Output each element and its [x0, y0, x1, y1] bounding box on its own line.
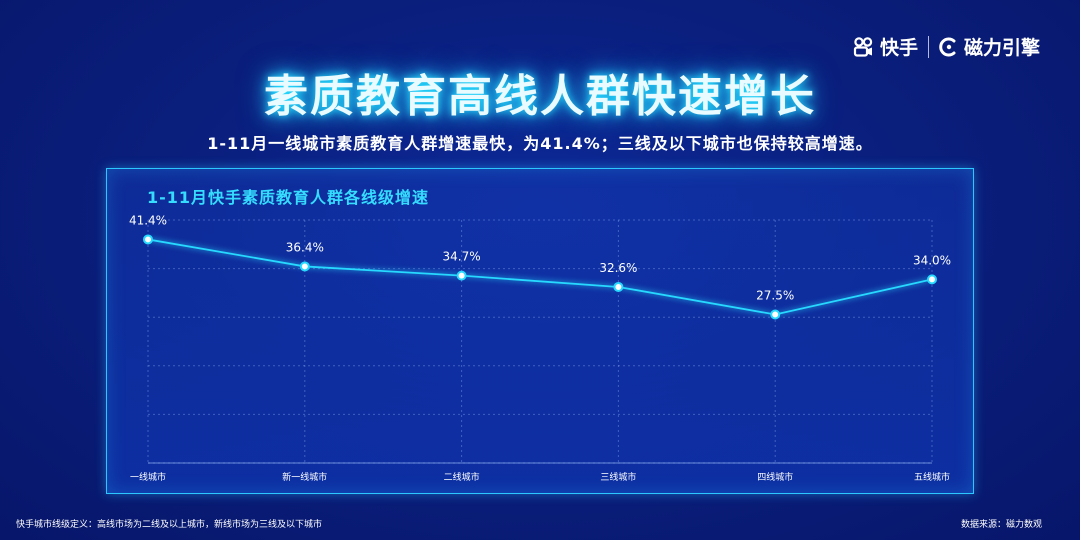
kuaishou-logo-text: 快手: [879, 37, 918, 59]
data-point: [927, 274, 937, 285]
chart-panel: [106, 168, 974, 494]
data-label: 27.5%: [756, 289, 794, 303]
data-label: 41.4%: [129, 213, 167, 227]
x-tick-label: 新一线城市: [282, 471, 327, 483]
cili-logo-icon: [939, 37, 956, 56]
data-point: [143, 234, 153, 245]
kuaishou-logo-icon: [853, 36, 873, 57]
footer-note: 快手城市线级定义：高线市场为二线及以上城市，新线市场为三线及以下城市: [16, 520, 323, 530]
kuaishou-logo: 快手: [853, 33, 918, 60]
x-tick-label: 二线城市: [444, 471, 480, 483]
data-label: 34.7%: [443, 250, 481, 264]
x-tick-label: 三线城市: [600, 471, 636, 483]
logo-divider: [927, 35, 929, 58]
chart-title: 1-11月快手素质教育人群各线级增速: [147, 188, 430, 207]
data-label: 32.6%: [599, 261, 637, 275]
series-line: [147, 238, 933, 316]
data-point: [613, 281, 624, 292]
brand-logos: 快手 磁力引擎: [853, 33, 1040, 60]
data-point: [770, 309, 781, 320]
footer-source: 数据来源：磁力数观: [960, 520, 1042, 530]
cili-engine-logo: 磁力引擎: [939, 33, 1040, 60]
page-subtitle: 1-11月一线城市素质教育人群增速最快，为41.4%；三线及以下城市也保持较高增…: [207, 134, 873, 153]
x-tick-label: 五线城市: [914, 471, 950, 483]
data-point: [299, 261, 310, 272]
data-label: 36.4%: [286, 240, 324, 254]
x-tick-label: 四线城市: [757, 471, 793, 483]
page-title: 素质教育高线人群快速增长: [264, 71, 816, 122]
x-tick-label: 一线城市: [130, 471, 166, 483]
data-point: [456, 270, 467, 281]
cili-logo-text: 磁力引擎: [963, 37, 1040, 59]
data-label: 34.0%: [913, 253, 951, 267]
